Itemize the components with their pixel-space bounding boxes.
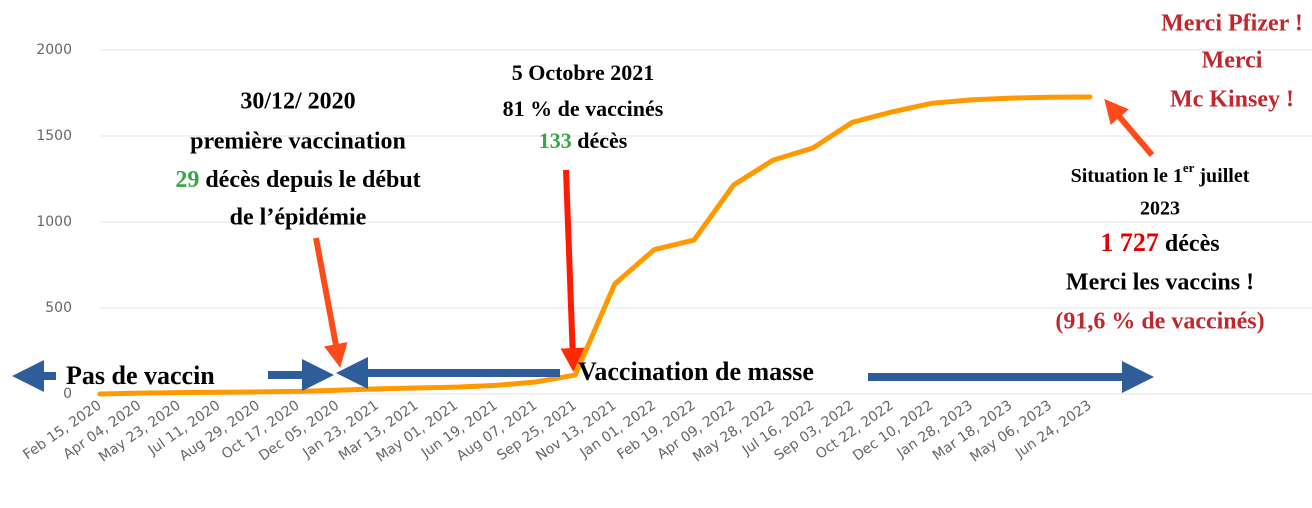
annotation-number: 29 xyxy=(175,167,199,193)
annotation: 81 % de vaccinés xyxy=(503,96,664,121)
annotation: Merci les vaccins ! xyxy=(1066,270,1254,296)
annotation: Merci xyxy=(1202,48,1263,74)
annotation-number: 1 727 xyxy=(1100,228,1159,257)
data-line xyxy=(97,94,1093,397)
annotation: première vaccination xyxy=(190,129,406,155)
annotation: Merci Pfizer ! xyxy=(1161,11,1303,37)
annotation: 5 Octobre 2021 xyxy=(512,60,655,85)
annotation: 133 décès xyxy=(539,128,628,153)
annotation: Mc Kinsey ! xyxy=(1170,87,1294,113)
annotation: 2023 xyxy=(1140,198,1180,220)
annotation: décès depuis le début xyxy=(199,167,420,193)
annotation: Vaccination de masse xyxy=(578,357,814,386)
annotation: (91,6 % de vaccinés) xyxy=(1055,309,1264,335)
arrow xyxy=(560,169,585,372)
annotation: juillet xyxy=(1194,165,1249,187)
annotation: er xyxy=(1183,160,1195,175)
y-tick-label: 0 xyxy=(63,386,72,402)
annotation: Situation le 1 xyxy=(1071,165,1183,187)
arrow xyxy=(313,237,348,368)
annotation: décès xyxy=(1159,231,1220,257)
y-tick-label: 2000 xyxy=(36,42,72,58)
arrow xyxy=(1104,98,1155,157)
annotation: 29 décès depuis le début xyxy=(175,167,420,193)
annotation: Situation le 1er juillet xyxy=(1071,160,1250,187)
annotation: 1 727 décès xyxy=(1100,228,1219,257)
y-tick-label: 1000 xyxy=(36,214,72,230)
annotation: 30/12/ 2020 xyxy=(240,89,355,115)
annotation: Pas de vaccin xyxy=(66,361,215,390)
annotation-number: 133 xyxy=(539,128,572,153)
y-tick-label: 500 xyxy=(45,300,72,316)
annotation: décès xyxy=(572,128,628,153)
y-tick-label: 1500 xyxy=(36,128,72,144)
annotation: de l’épidémie xyxy=(230,205,367,231)
